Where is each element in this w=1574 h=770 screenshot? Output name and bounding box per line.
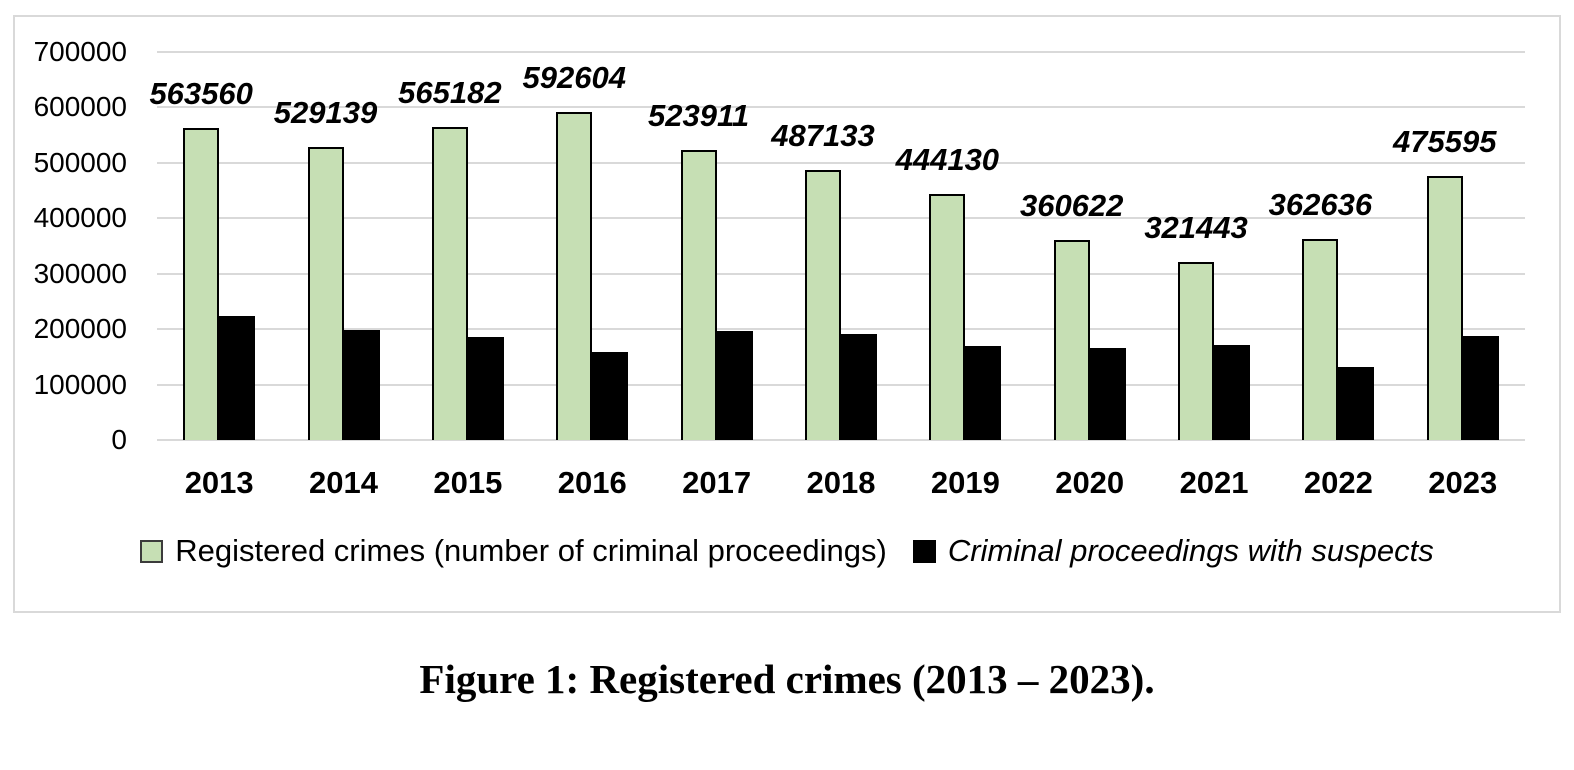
figure-caption: Figure 1: Registered crimes (2013 – 2023… — [419, 656, 1155, 702]
bar-registered-crimes — [556, 111, 593, 440]
legend-item: Registered crimes (number of criminal pr… — [140, 533, 887, 569]
bar-registered-crimes — [804, 170, 841, 440]
bar-group-2015: 565182 — [398, 52, 530, 440]
bar-value-label: 529139 — [273, 94, 378, 130]
legend-swatch-registered-crimes — [140, 539, 164, 563]
bar-registered-crimes — [307, 146, 344, 440]
grid-line — [157, 106, 1525, 109]
legend-swatch-suspects — [912, 539, 936, 563]
bar-registered-crimes — [1302, 239, 1339, 440]
x-tick-label: 2021 — [1179, 465, 1249, 500]
y-tick-label: 300000 — [33, 257, 127, 289]
bar-value-label: 523911 — [648, 97, 750, 133]
bar-value-label: 563560 — [149, 75, 253, 111]
x-tick-label: 2015 — [433, 465, 503, 500]
bar-proceedings-with-suspects — [1338, 367, 1375, 440]
bar-group-2023: 475595 — [1393, 52, 1525, 440]
grid-line — [157, 272, 1525, 275]
bar-group-2021: 321443 — [1144, 52, 1276, 440]
grid-line — [157, 51, 1525, 53]
bar-value-label: 475595 — [1393, 124, 1497, 160]
bar-group-2019: 444130 — [896, 52, 1027, 440]
bar-group-2022: 362636 — [1269, 52, 1400, 440]
bar-registered-crimes — [1178, 261, 1215, 440]
x-tick-label: 2020 — [1055, 465, 1125, 500]
plot-area: 563560 529139 565182 592604 523911 487133 4441… — [149, 51, 1525, 441]
bar-group-2013: 563560 — [149, 52, 281, 440]
x-axis: 2013 2014 2015 2016 2017 2018 2019 2020 2021 2022… — [157, 465, 1525, 501]
bar-proceedings-with-suspects — [1089, 348, 1126, 440]
y-tick-label: 400000 — [33, 202, 127, 234]
bar-proceedings-with-suspects — [592, 351, 629, 440]
bar-group-2018: 487133 — [771, 52, 903, 440]
x-tick-label: 2017 — [682, 465, 752, 500]
legend-item: Criminal proceedings with suspects — [912, 533, 1434, 569]
bar-value-label: 487133 — [771, 118, 875, 153]
bar-registered-crimes — [183, 127, 220, 440]
x-tick-label: 2016 — [557, 465, 627, 500]
y-tick-label: 100000 — [33, 368, 127, 400]
bar-chart: 700000 600000 500000 400000 300000 200000 1000… — [13, 15, 1561, 613]
legend: Registered crimes (number of criminal pr… — [15, 533, 1559, 569]
y-tick-label: 0 — [111, 424, 127, 455]
bar-proceedings-with-suspects — [1462, 335, 1499, 440]
bar-proceedings-with-suspects — [840, 334, 877, 440]
bar-registered-crimes — [1426, 176, 1463, 440]
x-tick-label: 2023 — [1428, 465, 1498, 500]
y-tick-label: 600000 — [33, 91, 127, 123]
bar-group-2016: 592604 — [523, 52, 654, 440]
y-tick-label: 200000 — [33, 313, 127, 345]
bar-proceedings-with-suspects — [965, 345, 1002, 440]
x-tick-label: 2013 — [184, 465, 254, 500]
legend-label: Criminal proceedings with suspects — [947, 533, 1434, 568]
bar-proceedings-with-suspects — [343, 330, 380, 440]
grid-line — [157, 217, 1525, 220]
x-tick-label: 2018 — [806, 465, 876, 500]
bar-registered-crimes — [1053, 240, 1090, 440]
bar-registered-crimes — [929, 193, 966, 440]
bar-proceedings-with-suspects — [219, 316, 256, 440]
bar-groups: 563560 529139 565182 592604 523911 487133 4441… — [149, 52, 1525, 440]
bar-value-label: 444130 — [895, 141, 1000, 177]
bar-group-2014: 529139 — [274, 52, 405, 440]
bar-group-2017: 523911 — [648, 52, 778, 440]
bar-value-label: 360622 — [1019, 188, 1124, 224]
bar-value-label: 592604 — [522, 59, 626, 95]
y-tick-label: 700000 — [33, 36, 127, 67]
bar-value-label: 565182 — [398, 74, 502, 110]
x-tick-label: 2022 — [1303, 465, 1373, 500]
grid-line — [157, 161, 1525, 164]
bar-proceedings-with-suspects — [716, 330, 753, 440]
bar-proceedings-with-suspects — [467, 336, 504, 440]
grid-line — [157, 328, 1525, 331]
y-tick-label: 500000 — [33, 146, 127, 178]
bar-value-label: 362636 — [1268, 187, 1373, 222]
legend-label: Registered crimes (number of criminal pr… — [175, 533, 887, 568]
x-tick-label: 2014 — [309, 465, 379, 500]
x-tick-label: 2019 — [930, 465, 1000, 500]
bar-registered-crimes — [431, 126, 468, 440]
bar-proceedings-with-suspects — [1214, 344, 1251, 440]
bar-value-label: 321443 — [1144, 209, 1248, 245]
bar-registered-crimes — [680, 149, 717, 440]
bar-group-2020: 360622 — [1020, 52, 1152, 440]
grid-line — [157, 439, 1525, 441]
y-axis: 700000 600000 500000 400000 300000 200000 1000… — [15, 17, 127, 611]
